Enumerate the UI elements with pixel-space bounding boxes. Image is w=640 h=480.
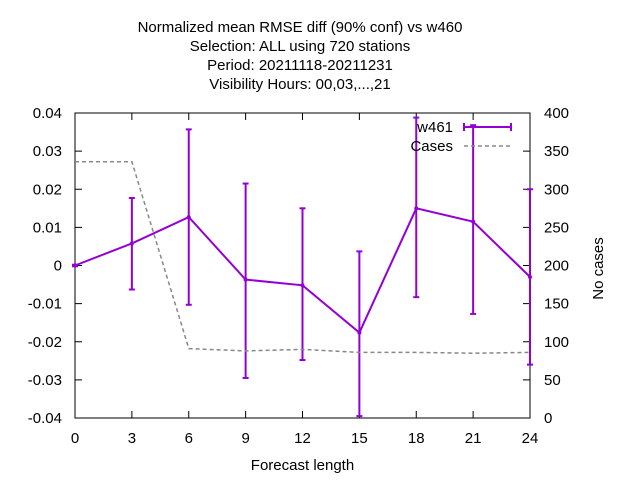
y-tick-label: 0.04: [33, 105, 62, 122]
y-tick-label: -0.04: [28, 410, 62, 427]
title-line: Normalized mean RMSE diff (90% conf) vs …: [138, 19, 463, 36]
x-tick-label: 0: [71, 430, 79, 447]
y2-tick-label: 400: [544, 105, 569, 122]
data-point: [471, 219, 476, 224]
y2-tick-label: 250: [544, 219, 569, 236]
y-tick-label: -0.03: [28, 372, 62, 389]
x-tick-label: 9: [241, 430, 249, 447]
y-tick-label: 0.02: [33, 181, 62, 198]
data-point: [357, 330, 362, 335]
data-point: [129, 241, 134, 246]
data-point: [186, 215, 191, 220]
chart-title: Normalized mean RMSE diff (90% conf) vs …: [138, 19, 463, 93]
y2-tick-label: 0: [544, 410, 552, 427]
x-tick-label: 21: [465, 430, 482, 447]
y-tick-label: -0.01: [28, 296, 62, 313]
data-point: [414, 206, 419, 211]
y-tick-label: 0.01: [33, 219, 62, 236]
x-tick-label: 6: [185, 430, 193, 447]
series-w461: [72, 116, 533, 418]
legend: w461 Cases: [410, 119, 512, 155]
x-tick-label: 18: [408, 430, 425, 447]
x-tick-label: 24: [522, 430, 539, 447]
data-point: [528, 274, 532, 279]
title-line: Selection: ALL using 720 stations: [190, 38, 410, 55]
x-axis-label: Forecast length: [251, 457, 354, 474]
y2-tick-label: 150: [544, 296, 569, 313]
series-layer: [72, 116, 533, 418]
y2-tick-label: 350: [544, 143, 569, 160]
x-tick-label: 12: [294, 430, 311, 447]
y2-tick-label: 100: [544, 334, 569, 351]
legend-label: w461: [416, 119, 453, 136]
data-point: [243, 277, 248, 282]
title-line: Period: 20211118-20211231: [207, 57, 393, 74]
series-cases: [74, 161, 531, 354]
data-point: [300, 283, 305, 288]
y-tick-label: 0.03: [33, 143, 62, 160]
y-tick-label: -0.02: [28, 334, 62, 351]
y2-tick-label: 50: [544, 372, 561, 389]
legend-label: Cases: [410, 138, 453, 155]
data-point: [73, 263, 77, 268]
y2-tick-label: 300: [544, 181, 569, 198]
y-tick-label: 0: [54, 258, 62, 275]
title-line: Visibility Hours: 00,03,...,21: [209, 76, 390, 93]
y2-tick-label: 200: [544, 258, 569, 275]
axis-ticks: 0 3 6 9 12 15 18 21 24 -0.04 -0.03 -0.02 -0.01 0 0.01 0…: [28, 105, 569, 447]
x-tick-label: 15: [351, 430, 368, 447]
x-tick-label: 3: [128, 430, 136, 447]
y2-axis-label: No cases: [590, 237, 607, 300]
